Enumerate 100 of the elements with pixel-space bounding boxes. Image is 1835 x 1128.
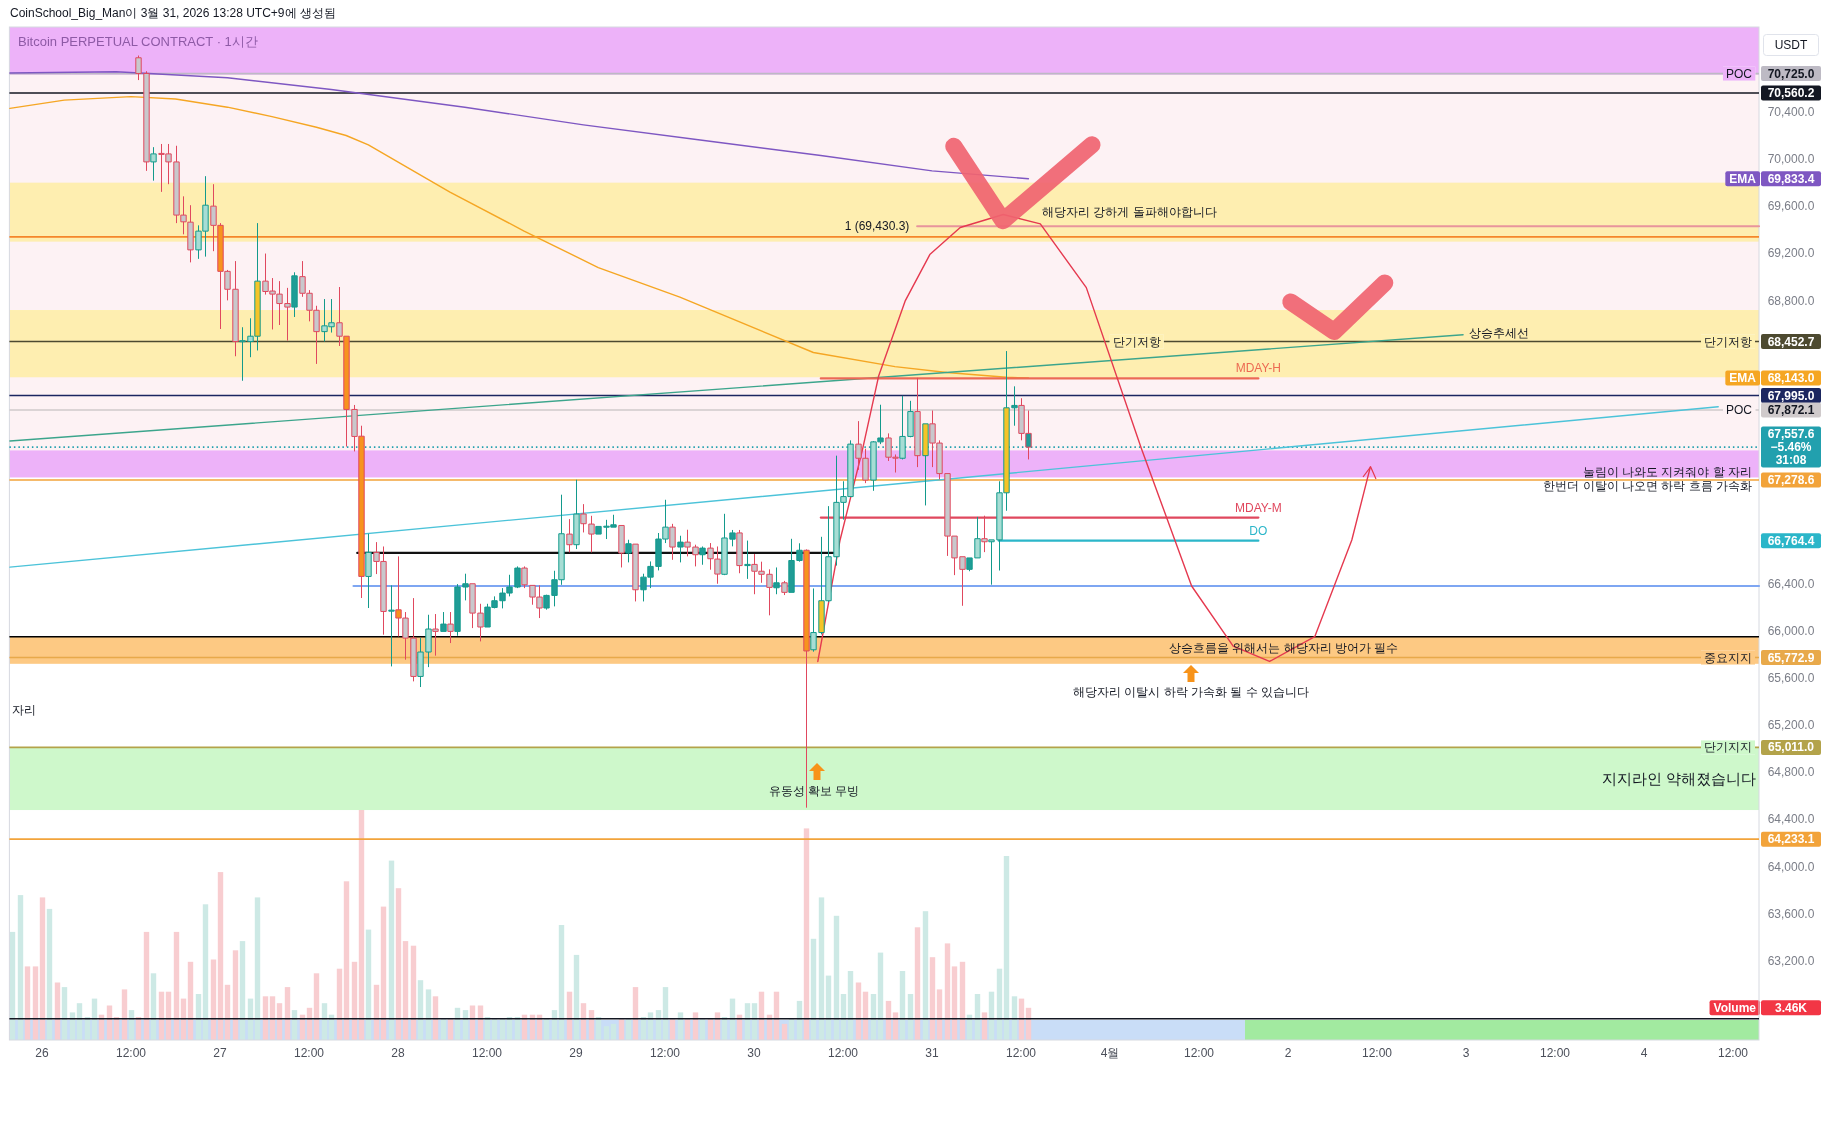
candlestick bbox=[150, 146, 157, 182]
y-tick-label: 70,725.0 bbox=[1767, 66, 1815, 81]
y-tick-label: 63,200.0 bbox=[1767, 953, 1815, 968]
y-tick-label: 67,995.0 bbox=[1767, 388, 1815, 403]
bar bbox=[402, 941, 409, 1040]
candlestick bbox=[187, 204, 194, 263]
y-tick-label: 68,143.0 bbox=[1767, 371, 1815, 386]
x-tick-label: 12:00 bbox=[828, 1046, 859, 1060]
bar bbox=[1003, 856, 1010, 1040]
x-tick-label: 31 bbox=[925, 1046, 940, 1060]
candlestick bbox=[699, 545, 706, 566]
y-tick-label: 69,200.0 bbox=[1767, 246, 1815, 261]
candlestick bbox=[291, 271, 298, 318]
y-tick-label: 66,764.4 bbox=[1767, 533, 1815, 548]
y-tick-label: 64,233.1 bbox=[1767, 832, 1815, 847]
x-tick-label: 4월 bbox=[1100, 1046, 1120, 1060]
ref-line-label: 중요지지 bbox=[1704, 650, 1752, 665]
band-label: 지지라인 약해졌습니다 bbox=[1601, 770, 1756, 787]
x-tick-label: 4 bbox=[1640, 1046, 1648, 1060]
bar bbox=[17, 895, 24, 1040]
candlestick bbox=[566, 518, 573, 553]
bar bbox=[39, 897, 46, 1040]
bar bbox=[365, 929, 372, 1040]
candlestick bbox=[669, 523, 676, 561]
annotation: 유동성 확보 무빙 bbox=[768, 784, 860, 799]
bar bbox=[343, 881, 350, 1040]
series-label: 상승추세선 bbox=[1469, 325, 1530, 340]
candlestick bbox=[573, 479, 580, 550]
bar bbox=[46, 908, 53, 1040]
ref-line-label: 단기지지 bbox=[1704, 740, 1752, 755]
bar bbox=[173, 931, 180, 1040]
x-tick-label: 29 bbox=[569, 1046, 584, 1060]
x-tick-label: 12:00 bbox=[294, 1046, 325, 1060]
x-tick-label: 12:00 bbox=[1006, 1046, 1037, 1060]
bar bbox=[803, 828, 810, 1040]
bar bbox=[239, 941, 246, 1040]
y-tick-label: 67,872.1 bbox=[1767, 403, 1815, 418]
annotation: 해당자리 이탈시 하락 가속화 될 수 있습니다 bbox=[1072, 684, 1310, 699]
bar bbox=[395, 888, 402, 1040]
ref-line-label: 단기저항 bbox=[1704, 334, 1752, 349]
x-tick-label: 26 bbox=[35, 1046, 50, 1060]
x-tick-label: 12:00 bbox=[1362, 1046, 1393, 1060]
y-tick-label: 65,600.0 bbox=[1767, 670, 1815, 685]
candlestick bbox=[365, 533, 372, 609]
bar bbox=[810, 938, 817, 1040]
y-tick-label: 66,000.0 bbox=[1767, 623, 1815, 638]
line-series bbox=[9, 71, 1030, 180]
ref-line-label: POC bbox=[1725, 66, 1753, 81]
annotation: 눌림이 나와도 지켜줘야 할 자리 bbox=[1582, 464, 1752, 479]
candlestick bbox=[736, 529, 743, 574]
text: Bitcoin PERPETUAL CONTRACT · 1시간 bbox=[18, 33, 258, 49]
y-tick-label: 68,452.7 bbox=[1767, 334, 1815, 349]
bar bbox=[254, 897, 261, 1040]
bar bbox=[922, 911, 929, 1040]
candlestick bbox=[744, 540, 751, 580]
y-tick-label: 64,400.0 bbox=[1767, 812, 1815, 827]
y-tick-label: 65,200.0 bbox=[1767, 718, 1815, 733]
x-tick-label: 12:00 bbox=[116, 1046, 147, 1060]
text: Volume bbox=[1713, 1000, 1757, 1015]
candlestick bbox=[447, 611, 454, 644]
text: 67,557.6 bbox=[1767, 427, 1815, 442]
annotation: 자리 bbox=[12, 703, 36, 718]
y-tick-label: 70,560.2 bbox=[1767, 86, 1815, 101]
bar bbox=[358, 810, 365, 1040]
candlestick bbox=[618, 524, 625, 568]
y-tick-label: 65,772.9 bbox=[1767, 650, 1815, 665]
candlestick bbox=[781, 580, 788, 596]
chart-title: CoinSchool_Big_Man이 3월 31, 2026 13:28 UTC+9에 생성됨 bbox=[10, 6, 336, 20]
candlestick bbox=[432, 613, 439, 657]
bar bbox=[833, 915, 840, 1040]
x-tick-label: 12:00 bbox=[1718, 1046, 1749, 1060]
legend-label: EMA bbox=[1729, 171, 1757, 186]
y-tick-label: 70,000.0 bbox=[1767, 152, 1815, 167]
candlestick bbox=[625, 539, 632, 563]
bar bbox=[914, 927, 921, 1040]
bar bbox=[217, 872, 224, 1040]
x-tick-label: 12:00 bbox=[1540, 1046, 1571, 1060]
x-tick-label: 12:00 bbox=[1184, 1046, 1215, 1060]
y-tick-label: 70,400.0 bbox=[1767, 104, 1815, 119]
x-tick-label: 2 bbox=[1284, 1046, 1292, 1060]
y-tick-label: 68,800.0 bbox=[1767, 293, 1815, 308]
candlestick bbox=[440, 611, 447, 632]
x-tick-label: 27 bbox=[213, 1046, 228, 1060]
legend-label: EMA bbox=[1729, 371, 1757, 386]
bar bbox=[232, 950, 239, 1040]
bar bbox=[558, 925, 565, 1040]
y-tick-label: 69,600.0 bbox=[1767, 199, 1815, 214]
x-tick-label: 3 bbox=[1462, 1046, 1470, 1060]
candlestick bbox=[521, 565, 528, 589]
y-tick-label: 64,800.0 bbox=[1767, 765, 1815, 780]
text: 31:08 bbox=[1775, 453, 1807, 468]
candlestick bbox=[632, 543, 639, 602]
y-tick-label: 65,011.0 bbox=[1767, 740, 1815, 755]
bar bbox=[380, 906, 387, 1040]
x-tick-label: 28 bbox=[391, 1046, 406, 1060]
x-tick-label: 12:00 bbox=[650, 1046, 681, 1060]
y-tick-label: 69,833.4 bbox=[1767, 171, 1815, 186]
y-tick-label: 67,278.6 bbox=[1767, 473, 1815, 488]
candlestick bbox=[803, 548, 810, 809]
bar bbox=[818, 897, 825, 1040]
